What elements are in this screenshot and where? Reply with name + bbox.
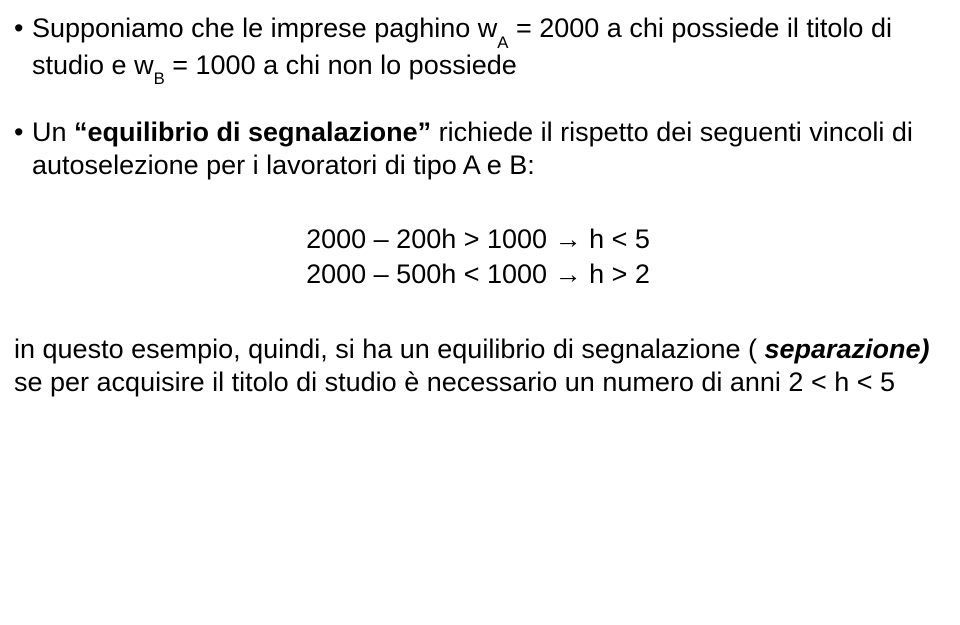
bullet-paragraph-2: • Un equilibrio di segnalazione richiede…: [14, 116, 942, 182]
p3-a: in questo esempio, quindi, si ha un equi…: [14, 334, 757, 364]
equation-1: 2000 – 200h > 1000 → h < 5: [14, 223, 942, 256]
p1-sub1: A: [497, 33, 508, 52]
p1-pre: Supponiamo che le imprese paghino w: [32, 13, 497, 43]
p3-b: separazione): [757, 334, 930, 364]
bullet-paragraph-1: • Supponiamo che le imprese paghino wA =…: [14, 12, 942, 86]
p3-c: se per acquisire il titolo di studio è n…: [14, 367, 895, 397]
paragraph-2-text: Un equilibrio di segnalazione richiede i…: [32, 116, 942, 182]
bullet-dot: •: [14, 116, 32, 149]
slide-content: • Supponiamo che le imprese paghino wA =…: [14, 12, 942, 399]
equation-2: 2000 – 500h < 1000 → h > 2: [14, 258, 942, 291]
bullet-dot: •: [14, 12, 32, 45]
p1-sub2: B: [154, 69, 165, 88]
paragraph-1-text: Supponiamo che le imprese paghino wA = 2…: [32, 12, 942, 86]
conclusion-paragraph: in questo esempio, quindi, si ha un equi…: [14, 333, 942, 399]
spacer: [14, 86, 942, 116]
equations-block: 2000 – 200h > 1000 → h < 5 2000 – 500h <…: [14, 223, 942, 291]
p2-pre: Un: [32, 117, 74, 147]
p2-quoted: equilibrio di segnalazione: [74, 117, 431, 147]
p1-mid2: = 1000 a chi non lo possiede: [165, 50, 517, 80]
